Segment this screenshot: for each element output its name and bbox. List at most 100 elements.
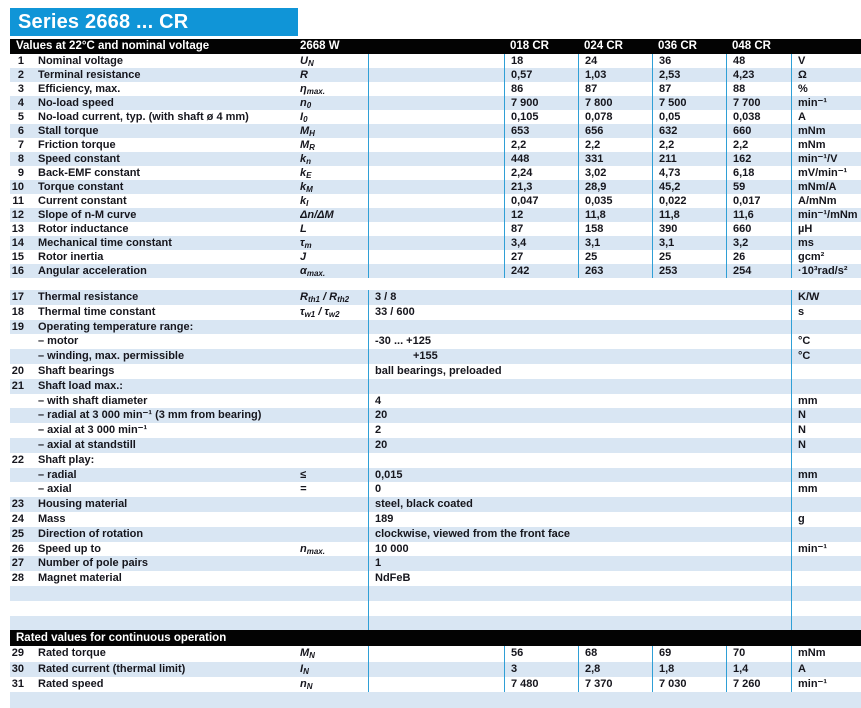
row-label: Direction of rotation [38,527,144,540]
row-value [368,585,791,601]
row-value-col4: 254 [726,264,791,278]
row-number: 24 [11,512,24,525]
row-symbol [300,601,368,616]
row-number: 12 [11,209,24,221]
row-label: Nominal voltage [38,55,123,67]
table-row: 18 Thermal time constant τw1 / τw2 33 / 600… [10,304,861,320]
table-row: 28 Magnet material NdFeB [10,571,861,586]
row-unit: °C [791,349,861,364]
row-value-col4: 3,2 [726,236,791,250]
value-spacer [368,152,504,166]
row-label: Rotor inertia [38,251,104,263]
row-value-col4: 2,2 [726,138,791,152]
row-symbol: ηmax. [300,83,325,96]
row-value: 20 [368,408,791,424]
row-label: Current constant [38,195,127,207]
row-value-col1: 0,047 [504,194,578,208]
row-value [368,319,791,335]
row-value: 2 [368,423,791,438]
table-row: 13 Rotor inductance L 87 158 390 660 µH [10,222,861,236]
row-value-col4: 7 260 [726,676,791,692]
row-value-col3: 632 [652,124,726,138]
row-label: Magnet material [38,572,122,585]
values-header-bar: Values at 22°C and nominal voltage 2668 … [10,39,861,54]
row-value: +155 [368,349,791,364]
row-number: 8 [17,153,24,165]
row-value-col2: 0,078 [578,110,652,124]
row-unit: mNm [791,646,861,662]
table-row: 17 Thermal resistance Rth1 / Rth2 3 / 8 K/W [10,290,861,305]
row-label: Rotor inductance [38,223,129,235]
row-label: – axial at 3 000 min⁻¹ [38,424,148,437]
row-value-col3: 2,53 [652,68,726,82]
row-symbol [300,616,368,631]
row-unit: mm [791,482,861,498]
row-value-col1: 448 [504,152,578,166]
row-value-col2: 2,2 [578,138,652,152]
row-unit: mm [791,467,861,483]
row-value-col1: 2,2 [504,138,578,152]
row-value-col1: 7 900 [504,96,578,110]
table-sub-row: – winding, max. permissible +155 °C [10,349,861,364]
row-unit: % [791,82,861,96]
table-sub-row: – motor -30 ... +125 °C [10,334,861,350]
row-symbol: n0 [300,97,312,110]
row-label: – axial at standstill [38,438,136,451]
row-label: Efficiency, max. [38,83,121,95]
row-number: 9 [17,167,24,179]
row-number: 22 [11,453,24,466]
row-value: steel, black coated [368,497,791,512]
row-value-col3: 253 [652,264,726,278]
row-label: Thermal time constant [38,305,156,318]
row-unit: K/W [791,290,861,305]
row-symbol [300,408,368,423]
row-value-col1: 2,24 [504,166,578,180]
row-symbol [300,497,368,512]
row-symbol: IN [300,662,309,676]
row-value: 1 [368,556,791,572]
value-spacer [368,124,504,138]
row-value-col1: 242 [504,264,578,278]
table-row: 1 Nominal voltage UN 18 24 36 48 V [10,54,861,68]
row-label: Rated current (thermal limit) [38,662,186,675]
table-row: 19 Operating temperature range: [10,319,861,335]
table-row: 30 Rated current (thermal limit) IN 3 2,8 1,8… [10,661,861,677]
table-sub-row: – radial ≤0,015 mm [10,467,861,483]
row-label: Stall torque [38,125,99,137]
row-number [10,349,24,364]
row-number: 18 [11,305,24,318]
row-label: Friction torque [38,139,116,151]
row-symbol: ≤ [300,468,307,481]
value-spacer [368,676,504,692]
row-label [24,616,300,631]
row-symbol: nmax. [300,542,325,556]
row-number: 31 [11,677,24,690]
row-number [10,616,24,631]
row-value: 10 000 [368,541,791,557]
row-value-col1: 653 [504,124,578,138]
row-value-col1: 87 [504,222,578,236]
row-value-col2: 28,9 [578,180,652,194]
row-value-col2: 3,02 [578,166,652,180]
table-row: 27 Number of pole pairs 1 [10,556,861,572]
row-label: – radial at 3 000 min⁻¹ (3 mm from beari… [38,409,262,422]
row-number: 27 [11,557,24,570]
value-spacer [368,166,504,180]
row-unit [791,363,861,379]
table-sub-row: – axial at standstill 20 N [10,437,861,453]
row-number: 19 [11,320,24,333]
row-value-col2: 87 [578,82,652,96]
row-value-col3: 69 [652,646,726,662]
row-unit: s [791,304,861,320]
table-row: 25 Direction of rotation clockwise, viewed… [10,526,861,542]
row-symbol: τm [300,237,312,250]
table-row: 23 Housing material steel, black coated [10,497,861,512]
row-unit [791,556,861,572]
row-value-col1: 27 [504,250,578,264]
row-number: 3 [17,83,24,95]
row-number [10,423,24,438]
empty-row [10,585,861,601]
row-symbol: τw1 / τw2 [300,305,340,319]
row-unit: gcm² [791,250,861,264]
table-row: 24 Mass 189 g [10,511,861,527]
